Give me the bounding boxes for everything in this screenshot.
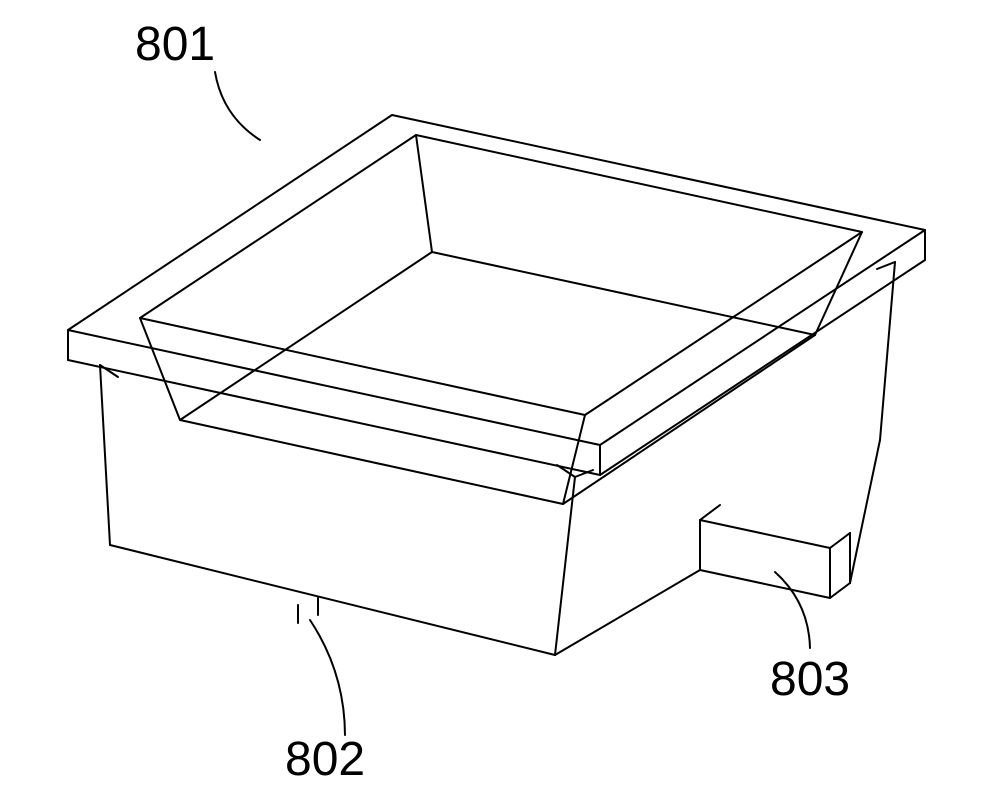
- callout-802: 802: [285, 733, 365, 786]
- callout-801: 801: [135, 18, 215, 71]
- callout-803: 803: [770, 653, 850, 706]
